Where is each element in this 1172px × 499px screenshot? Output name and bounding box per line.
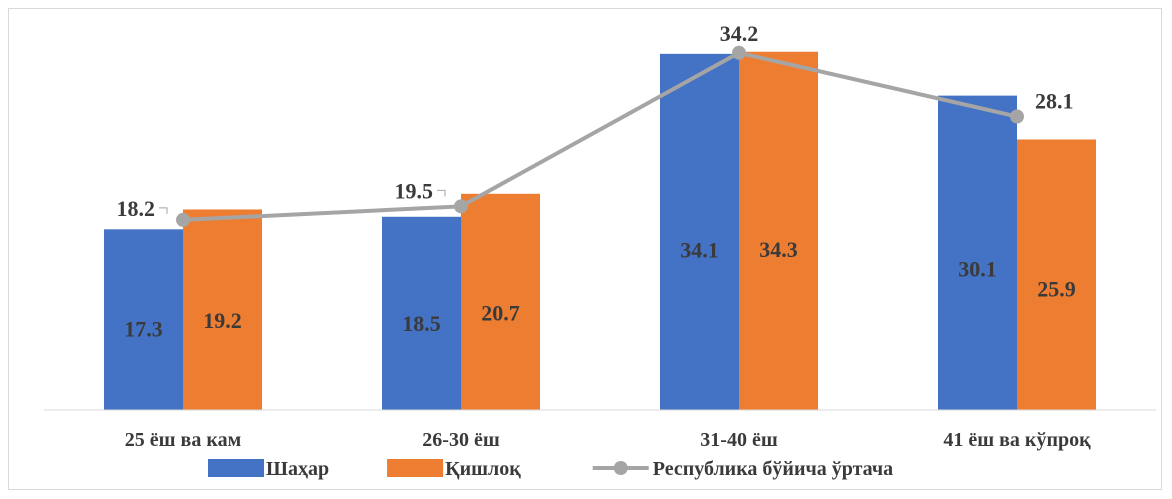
- legend-swatch: [208, 459, 264, 477]
- bar-value-label: 34.3: [759, 237, 798, 262]
- average-value-label: 34.2: [720, 21, 759, 46]
- bar-labels-layer: 17.3 18.5 34.1 30.1 19.2 20.7 34.3 25.9: [124, 237, 1076, 342]
- legend-label: Шаҳар: [266, 458, 329, 480]
- average-point: [454, 199, 468, 214]
- bar-value-label: 20.7: [481, 301, 520, 326]
- average-value-label: 19.5: [395, 178, 434, 203]
- bar-value-label: 18.5: [402, 311, 441, 336]
- bar-rural-3: [1017, 139, 1096, 410]
- x-tick-label: 26-30 ёш: [422, 429, 500, 451]
- legend-label: Қишлоқ: [445, 458, 521, 480]
- bar-urban-2: [660, 53, 739, 410]
- x-axis: 25 ёш ва кам 26-30 ёш 31-40 ёш 41 ёш ва кўп…: [44, 409, 1156, 451]
- bar-rural-1: [461, 193, 540, 410]
- bar-urban-1: [382, 216, 461, 410]
- line-layer: 18.2 19.5 34.2 28.1: [117, 21, 1074, 227]
- bar-value-label: 19.2: [203, 308, 242, 333]
- x-tick-label: 31-40 ёш: [700, 429, 778, 451]
- bar-rural-0: [183, 209, 262, 410]
- bar-value-label: 17.3: [124, 317, 163, 342]
- x-tick-label: 41 ёш ва кўпроқ: [943, 429, 1091, 451]
- bar-value-label: 34.1: [680, 238, 719, 263]
- average-value-label: 18.2: [117, 196, 156, 221]
- legend-marker: [613, 461, 628, 475]
- legend-swatch: [387, 459, 444, 477]
- bar-urban-0: [104, 229, 183, 410]
- bars-layer: [104, 51, 1096, 410]
- average-line: [182, 50, 1018, 222]
- bar-value-label: 25.9: [1037, 276, 1076, 301]
- average-point: [1010, 109, 1024, 124]
- x-tick-label: 25 ёш ва кам: [125, 429, 241, 451]
- legend-label: Республика бўйича ўртача: [653, 458, 893, 480]
- average-point: [732, 45, 746, 60]
- bar-value-label: 30.1: [958, 257, 997, 282]
- legend: Шаҳар Қишлоқ Республика бўйича ўртача: [208, 458, 893, 480]
- average-point: [176, 212, 190, 227]
- bar-urban-3: [938, 95, 1017, 410]
- average-value-label: 28.1: [1035, 89, 1074, 114]
- bar-rural-2: [739, 51, 818, 410]
- leader-line: [437, 189, 446, 197]
- leader-line: [159, 207, 168, 214]
